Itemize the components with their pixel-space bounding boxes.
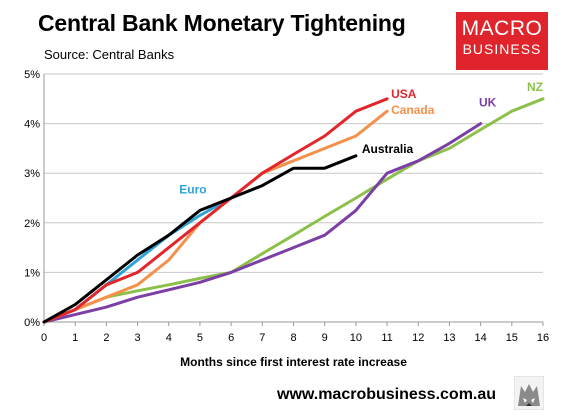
y-tick-label: 0%: [24, 317, 40, 329]
x-axis-label: Months since first interest rate increas…: [180, 355, 407, 369]
chart-title: Central Bank Monetary Tightening: [38, 10, 406, 36]
x-tick-label: 1: [72, 332, 78, 344]
footer-website-url: www.macrobusiness.com.au: [277, 386, 497, 403]
x-tick-label: 14: [475, 332, 487, 344]
y-tick-label: 4%: [24, 119, 40, 131]
x-tick-label: 3: [135, 332, 141, 344]
x-tick-label: 12: [412, 332, 424, 344]
x-tick-label: 5: [197, 332, 203, 344]
series-line-uk: [42, 122, 483, 324]
x-tick-label: 16: [537, 332, 549, 344]
logo-line-1: MACRO: [461, 17, 543, 40]
series-label-euro: Euro: [179, 182, 206, 196]
wolf-logo-icon: [513, 375, 545, 411]
x-tick-label: 8: [290, 332, 296, 344]
y-tick-label: 2%: [24, 218, 40, 230]
series-label-canada: Canada: [391, 103, 435, 117]
series-line-usa: [42, 97, 389, 324]
logo-line-2: BUSINESS: [462, 41, 542, 57]
y-tick-label: 1%: [24, 267, 40, 279]
series-label-uk: UK: [479, 96, 497, 110]
x-tick-label: 11: [381, 332, 392, 344]
series-label-nz: NZ: [527, 80, 543, 94]
x-tick-label: 15: [506, 332, 518, 344]
x-tick-label: 0: [41, 332, 47, 344]
x-tick-label: 4: [166, 332, 172, 344]
y-tick-label: 3%: [24, 168, 40, 180]
series-label-usa: USA: [391, 87, 417, 101]
x-tick-label: 7: [259, 332, 265, 344]
series-line-euro: [42, 196, 233, 324]
x-tick-label: 10: [350, 332, 362, 344]
macrobusiness-logo: MACRO BUSINESS: [456, 12, 548, 70]
series-label-australia: Australia: [362, 142, 414, 156]
series-line-nz: [42, 97, 545, 324]
x-tick-label: 2: [103, 332, 109, 344]
x-tick-label: 13: [443, 332, 455, 344]
y-tick-label: 5%: [24, 69, 40, 81]
chart-subtitle: Source: Central Banks: [44, 47, 175, 62]
x-tick-label: 9: [322, 332, 328, 344]
series-line-australia: [42, 154, 358, 324]
x-tick-label: 6: [228, 332, 234, 344]
